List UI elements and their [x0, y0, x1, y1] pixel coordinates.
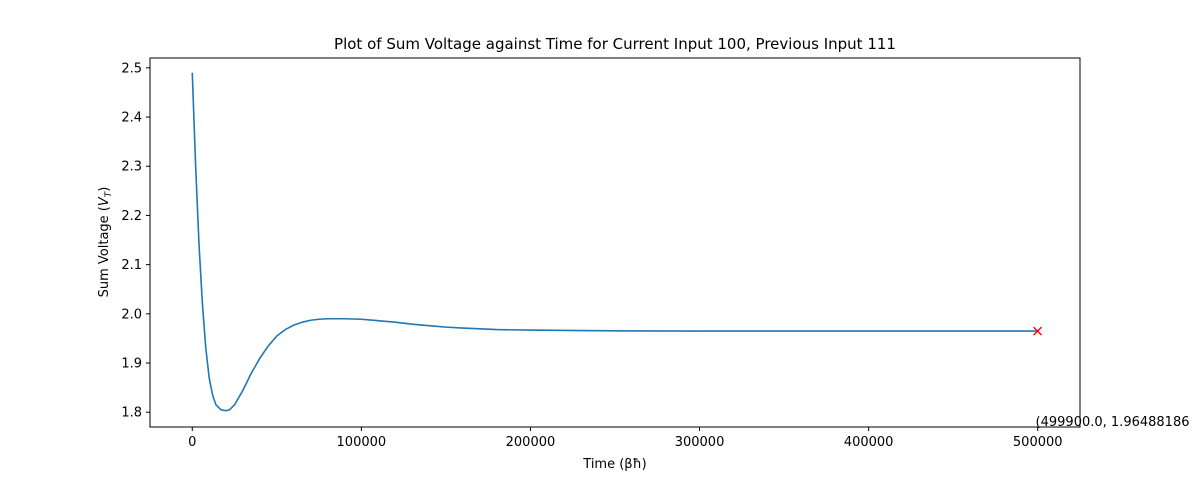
- x-tick-label: 200000: [506, 435, 556, 450]
- y-tick-label: 2.0: [121, 307, 142, 322]
- y-tick-label: 2.1: [121, 258, 142, 273]
- x-tick-label: 400000: [844, 435, 894, 450]
- end-marker-stroke: [1033, 326, 1043, 336]
- plot-area-frame: [149, 57, 1081, 428]
- series-line: [191, 72, 1038, 412]
- y-axis: 1.8 1.9 2.0 2.1 2.2 2.3 2.4 2.5: [121, 61, 150, 421]
- x-tick-label: 100000: [337, 435, 387, 450]
- x-axis-label: Time (βħ): [582, 457, 646, 472]
- x-axis: 0 100000 200000 300000 400000 500000: [188, 427, 1063, 450]
- x-tick-label: 500000: [1013, 435, 1063, 450]
- y-tick-label: 2.2: [121, 209, 142, 224]
- y-axis-label: Sum Voltage (VT): [97, 187, 114, 298]
- x-tick-label: 0: [188, 435, 196, 450]
- y-tick-label: 2.4: [121, 111, 142, 126]
- y-tick-label: 1.9: [121, 357, 142, 372]
- y-tick-label: 2.5: [121, 61, 142, 76]
- y-tick-label: 2.3: [121, 160, 142, 175]
- y-tick-label: 1.8: [121, 406, 142, 421]
- x-tick-label: 300000: [675, 435, 725, 450]
- end-marker: [1033, 326, 1043, 336]
- end-annotation: (499900.0, 1.96488186: [1036, 415, 1190, 430]
- chart-title: Plot of Sum Voltage against Time for Cur…: [334, 35, 896, 53]
